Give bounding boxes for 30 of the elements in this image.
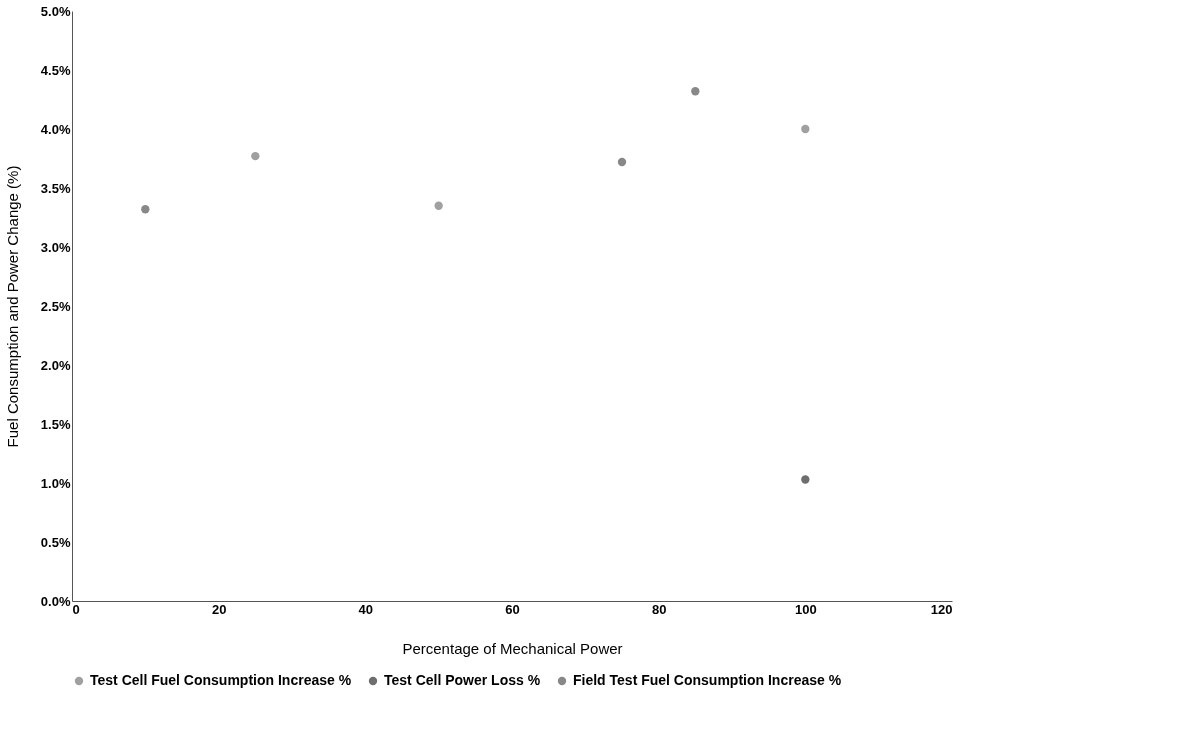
y-tick-label: 3.5% [40, 180, 71, 196]
x-tick-label: 100 [794, 601, 817, 617]
point [434, 201, 443, 210]
point [251, 151, 260, 161]
x-tick-label: 120 [930, 601, 953, 617]
legend-label: Test Cell Power Loss % [384, 672, 541, 688]
y-tick-label: 4.0% [40, 121, 71, 137]
point [141, 205, 150, 214]
legend-label: Test Cell Fuel Consumption Increase % [90, 672, 352, 688]
y-tick-label: 4.5% [40, 62, 71, 78]
y-axis-title: Fuel Consumption and Power Change (%) [3, 165, 21, 448]
point [801, 124, 810, 134]
y-tick-label: 5.0% [40, 3, 71, 19]
y-tick-label: 2.5% [40, 298, 71, 314]
x-tick-label: 40 [358, 601, 374, 617]
legend-label: Field Test Fuel Consumption Increase % [573, 672, 842, 688]
x-tick-label: 80 [651, 601, 667, 617]
x-tick-label: 0 [72, 601, 80, 617]
point [801, 475, 810, 484]
x-axis-title: Percentage of Mechanical Power [402, 639, 623, 657]
y-tick-label: 1.5% [40, 416, 71, 432]
y-tick-label: 3.0% [40, 239, 71, 255]
point [617, 157, 627, 167]
y-tick-label: 2.0% [40, 357, 71, 373]
x-tick-label: 20 [211, 601, 227, 617]
y-tick-label: 0.0% [40, 593, 71, 609]
y-tick-label: 1.0% [40, 475, 71, 491]
point [691, 87, 700, 96]
y-tick-label: 0.5% [40, 534, 71, 550]
x-tick-label: 60 [505, 601, 520, 617]
